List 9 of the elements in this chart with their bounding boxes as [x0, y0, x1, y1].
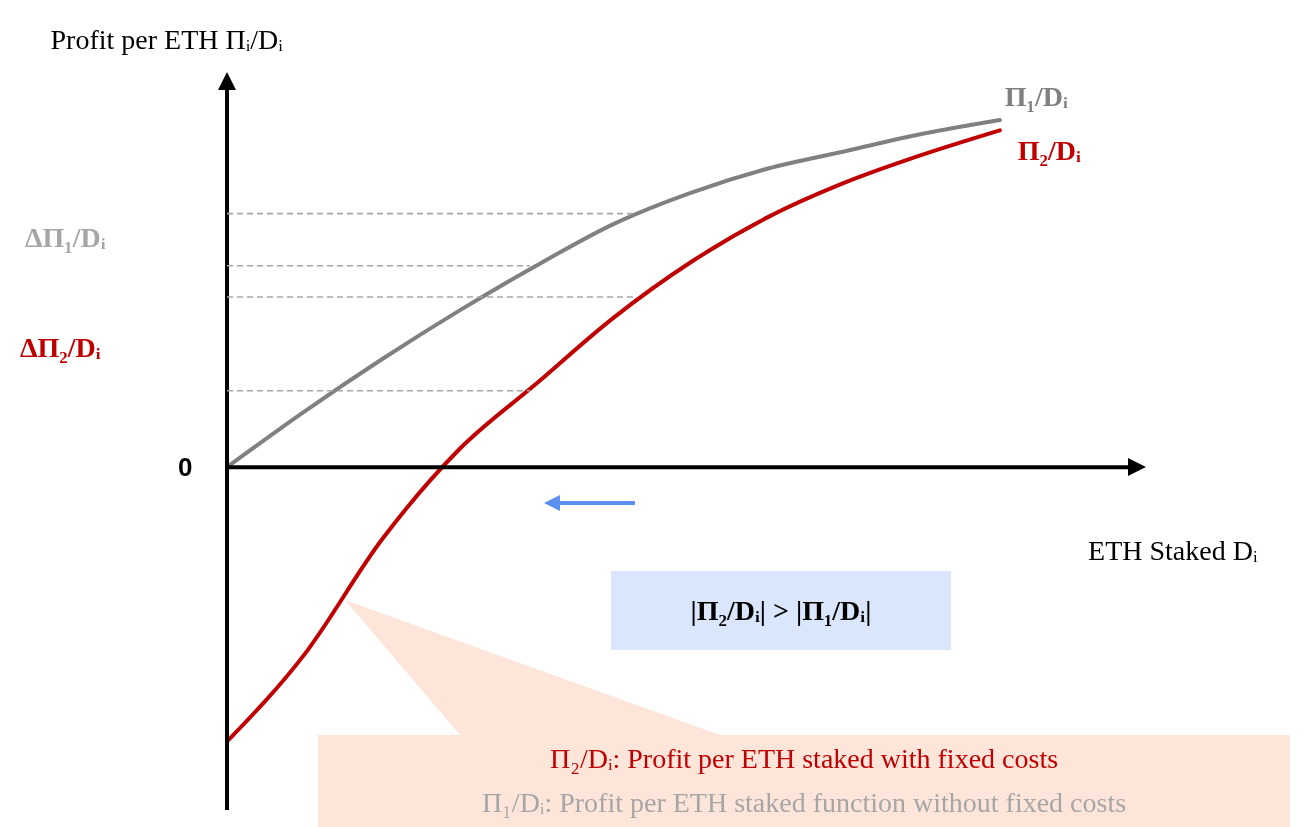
text: Π₂/Dᵢ: Profit per ETH staked with fixed costs	[548, 742, 1060, 776]
text: ΔΠ₁/Dᵢ	[25, 222, 106, 254]
series-label: Π₁/Dᵢ	[1004, 80, 1069, 112]
x-axis-title: ETH Staked Dᵢ	[1088, 534, 1258, 566]
series-label: Π₂/Dᵢ	[1017, 135, 1082, 167]
annotation: 0	[178, 452, 193, 483]
y-axis-title: Profit per ETH Πᵢ/Dᵢ	[50, 23, 284, 55]
text: Π₁/Dᵢ: Profit per ETH staked function without fixed costs	[480, 786, 1128, 820]
text: ΔΠ₂/Dᵢ	[20, 332, 101, 364]
